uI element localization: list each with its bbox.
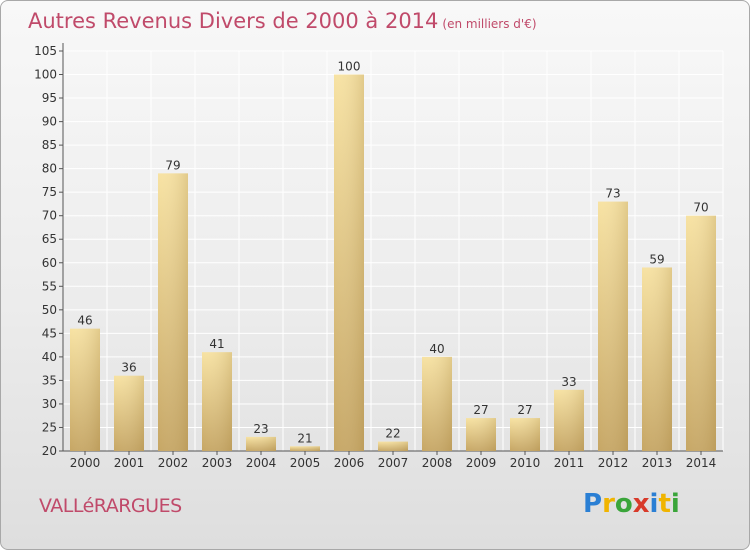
- title-text: Autres Revenus Divers de 2000 à 2014: [28, 9, 439, 33]
- bar-shade: [466, 418, 496, 451]
- y-tick-label: 55: [42, 279, 57, 293]
- data-label: 59: [649, 252, 664, 266]
- bar-shade: [510, 418, 540, 451]
- logo-letter: P: [583, 489, 603, 519]
- x-tick-label: 2011: [554, 456, 585, 470]
- bar-shade: [598, 201, 628, 451]
- data-label: 36: [121, 361, 136, 375]
- data-label: 33: [561, 375, 576, 389]
- data-label: 41: [209, 337, 224, 351]
- x-tick-label: 2007: [378, 456, 409, 470]
- y-tick-label: 75: [42, 185, 57, 199]
- data-label: 21: [297, 431, 312, 445]
- bar-shade: [70, 328, 100, 451]
- bar-layer: [70, 74, 716, 451]
- x-tick-label: 2014: [686, 456, 717, 470]
- bar-shade: [114, 375, 144, 451]
- x-tick-label: 2006: [334, 456, 365, 470]
- x-tick-label: 2013: [642, 456, 673, 470]
- x-tick-label: 2000: [70, 456, 101, 470]
- logo-letter: i: [670, 489, 680, 519]
- y-tick-label: 70: [42, 209, 57, 223]
- y-tick-label: 45: [42, 326, 57, 340]
- bar-shade: [686, 215, 716, 451]
- logo-letter: o: [614, 489, 633, 519]
- commune-name: VALLéRARGUES: [39, 495, 182, 517]
- axis-layer: 20 25 30 35 40 45 50 55 60 65 70 75 80 85 90 95 100 105 20…: [34, 43, 723, 470]
- y-tick-label: 105: [34, 44, 57, 58]
- y-tick-label: 50: [42, 303, 57, 317]
- y-tick-label: 80: [42, 162, 57, 176]
- data-label: 27: [473, 403, 488, 417]
- y-tick-label: 30: [42, 397, 57, 411]
- title-unit: (en milliers d'€): [442, 17, 537, 31]
- chart-title: Autres Revenus Divers de 2000 à 2014 (en …: [28, 9, 537, 33]
- data-label: 27: [517, 403, 532, 417]
- proxiti-logo: Proxiti: [583, 489, 680, 519]
- y-tick-label: 100: [34, 68, 57, 82]
- y-tick-label: 95: [42, 91, 57, 105]
- x-tick-label: 2005: [290, 456, 321, 470]
- x-tick-label: 2008: [422, 456, 453, 470]
- bar-shade: [422, 356, 452, 451]
- bar-shade: [158, 173, 188, 451]
- x-tick-label: 2012: [598, 456, 629, 470]
- bar-shade: [202, 352, 232, 451]
- y-tick-label: 25: [42, 420, 57, 434]
- label-layer: 46 36 79 41 23 21 100 22 40 27 27 33 73 59 70: [77, 60, 708, 446]
- bar-shade: [290, 446, 320, 451]
- data-label: 22: [385, 427, 400, 441]
- bar-shade: [378, 441, 408, 451]
- data-label: 70: [693, 201, 708, 215]
- y-tick-label: 35: [42, 373, 57, 387]
- logo-letter: r: [602, 489, 615, 519]
- data-label: 73: [605, 187, 620, 201]
- logo-letter: t: [658, 489, 671, 519]
- bar-shade: [554, 389, 584, 451]
- data-label: 100: [338, 60, 361, 74]
- y-tick-label: 65: [42, 232, 57, 246]
- y-tick-label: 40: [42, 350, 57, 364]
- logo-letter: x: [632, 489, 650, 519]
- x-tick-label: 2002: [158, 456, 189, 470]
- x-tick-label: 2001: [114, 456, 145, 470]
- logo-letter: i: [649, 489, 659, 519]
- x-tick-label: 2010: [510, 456, 541, 470]
- y-tick-label: 85: [42, 138, 57, 152]
- data-label: 40: [429, 342, 444, 356]
- x-tick-label: 2003: [202, 456, 233, 470]
- data-label: 23: [253, 422, 268, 436]
- x-tick-label: 2004: [246, 456, 277, 470]
- x-tick-label: 2009: [466, 456, 497, 470]
- bar-shade: [246, 436, 276, 451]
- bar-shade: [642, 267, 672, 451]
- bar-shade: [334, 74, 364, 451]
- y-tick-label: 20: [42, 444, 57, 458]
- y-tick-label: 90: [42, 115, 57, 129]
- data-label: 46: [77, 314, 92, 328]
- y-tick-label: 60: [42, 256, 57, 270]
- data-label: 79: [165, 158, 180, 172]
